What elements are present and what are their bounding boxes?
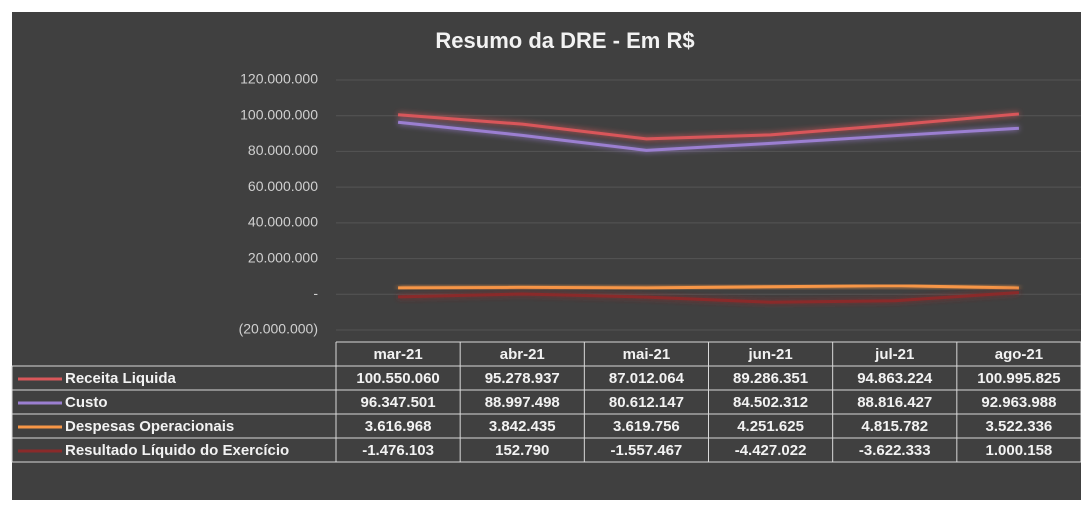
line-series xyxy=(397,120,1020,152)
y-tick-label: - xyxy=(313,285,318,301)
y-tick-label: (20.000.000) xyxy=(239,321,318,337)
line-series xyxy=(398,284,1019,290)
y-tick-label: 40.000.000 xyxy=(248,214,318,230)
y-tick-label: 20.000.000 xyxy=(248,249,318,265)
data-label: -4.427.022 xyxy=(735,442,807,459)
data-label: 152.790 xyxy=(495,442,549,459)
data-label: 3.619.756 xyxy=(613,418,680,435)
data-label: -3.622.333 xyxy=(859,442,931,459)
data-label: 88.997.498 xyxy=(485,394,560,411)
data-label: 88.816.427 xyxy=(857,394,932,411)
data-label: 94.863.224 xyxy=(857,370,933,387)
legend-label: Despesas Operacionais xyxy=(65,418,234,435)
y-tick-label: 60.000.000 xyxy=(248,178,318,194)
data-label: -1.476.103 xyxy=(362,442,434,459)
x-tick-label: mai-21 xyxy=(623,346,671,363)
y-tick-label: 100.000.000 xyxy=(240,106,318,122)
data-label: 92.963.988 xyxy=(981,394,1056,411)
legend-label: Custo xyxy=(65,394,108,411)
legend-label: Receita Liquida xyxy=(65,370,177,387)
data-label: 3.842.435 xyxy=(489,418,556,435)
x-tick-label: jul-21 xyxy=(874,346,914,363)
data-label: 100.550.060 xyxy=(356,370,439,387)
x-tick-label: mar-21 xyxy=(373,346,422,363)
legend-label: Resultado Líquido do Exercício xyxy=(65,442,289,459)
data-label: 4.251.625 xyxy=(737,418,804,435)
data-label: -1.557.467 xyxy=(611,442,683,459)
y-tick-label: 120.000.000 xyxy=(240,71,318,87)
data-label: 96.347.501 xyxy=(361,394,436,411)
x-tick-label: jun-21 xyxy=(747,346,792,363)
data-label: 1.000.158 xyxy=(986,442,1053,459)
line-series xyxy=(397,112,1020,141)
data-label: 3.616.968 xyxy=(365,418,432,435)
chart-title: Resumo da DRE - Em R$ xyxy=(435,28,694,53)
data-label: 95.278.937 xyxy=(485,370,560,387)
data-label: 4.815.782 xyxy=(861,418,928,435)
y-tick-label: 80.000.000 xyxy=(248,142,318,158)
chart-background xyxy=(12,12,1081,500)
data-label: 87.012.064 xyxy=(609,370,685,387)
data-label: 89.286.351 xyxy=(733,370,808,387)
data-label: 3.522.336 xyxy=(986,418,1053,435)
line-series xyxy=(398,291,1020,304)
data-label: 84.502.312 xyxy=(733,394,808,411)
x-tick-label: ago-21 xyxy=(995,346,1043,363)
x-tick-label: abr-21 xyxy=(500,346,545,363)
data-label: 80.612.147 xyxy=(609,394,684,411)
data-label: 100.995.825 xyxy=(977,370,1060,387)
